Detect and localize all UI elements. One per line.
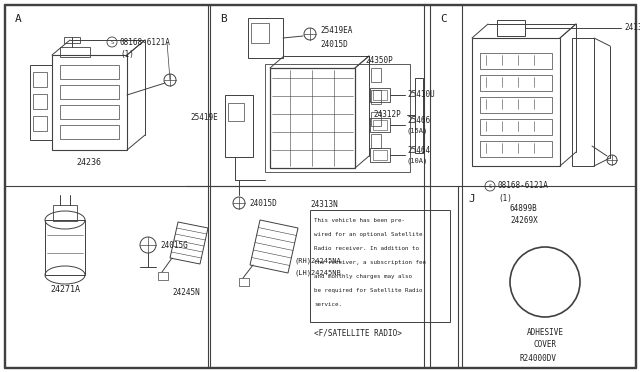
Bar [480, 53, 552, 69]
Text: wired for an optional Satellite: wired for an optional Satellite [314, 232, 422, 237]
Text: 24245N: 24245N [172, 288, 200, 297]
Text: Radio receiver. In addition to: Radio receiver. In addition to [314, 246, 419, 251]
Bar [33, 94, 47, 109]
Text: 25464: 25464 [407, 146, 430, 155]
Text: 25466: 25466 [407, 116, 430, 125]
Text: C: C [440, 14, 447, 24]
Bar [370, 88, 390, 102]
Text: 24313N: 24313N [310, 200, 338, 209]
Bar [60, 105, 119, 119]
Bar [158, 272, 168, 280]
Text: 24269X: 24269X [510, 216, 538, 225]
Bar [64, 37, 80, 43]
Text: (1): (1) [120, 50, 134, 59]
Text: service.: service. [314, 302, 342, 307]
Text: 24136D: 24136D [624, 23, 640, 32]
Text: 24236: 24236 [77, 158, 102, 167]
Text: 08168-6121A: 08168-6121A [498, 181, 549, 190]
Text: (RH)24245NA: (RH)24245NA [295, 258, 342, 264]
Text: J: J [468, 194, 475, 204]
Text: (1): (1) [498, 194, 512, 203]
Bar [480, 97, 552, 113]
Text: 24312P: 24312P [373, 110, 401, 119]
Bar [33, 116, 47, 131]
Bar [225, 95, 253, 157]
Bar [251, 23, 269, 43]
Bar [310, 210, 450, 322]
Bar [228, 103, 244, 121]
Bar [52, 55, 127, 150]
Bar [60, 125, 119, 139]
Text: This vehicle has been pre-: This vehicle has been pre- [314, 218, 405, 223]
Bar [472, 38, 560, 166]
Bar [480, 119, 552, 135]
Bar [480, 141, 552, 157]
Text: 25410U: 25410U [407, 90, 435, 99]
Text: 24271A: 24271A [50, 285, 80, 294]
Text: R24000DV: R24000DV [520, 354, 557, 363]
Text: 24015D: 24015D [320, 40, 348, 49]
Bar [60, 47, 90, 57]
Text: 25419EA: 25419EA [320, 26, 353, 35]
Bar [270, 68, 355, 168]
Text: (LH)24245NB: (LH)24245NB [295, 270, 342, 276]
Text: 24015G: 24015G [160, 241, 188, 250]
Text: ADHESIVE: ADHESIVE [527, 328, 563, 337]
Bar [371, 90, 381, 104]
Text: (15A): (15A) [407, 128, 428, 135]
Bar [572, 38, 594, 166]
Text: 24015D: 24015D [249, 199, 276, 208]
Bar [371, 134, 381, 148]
Text: the receiver, a subscription fee: the receiver, a subscription fee [314, 260, 426, 265]
Text: S: S [488, 183, 492, 189]
Text: 25419E: 25419E [190, 113, 218, 122]
Text: be required for Satellite Radio: be required for Satellite Radio [314, 288, 422, 293]
Bar [373, 90, 387, 100]
Text: <F/SATELLITE RADIO>: <F/SATELLITE RADIO> [314, 328, 402, 337]
Bar [239, 278, 249, 286]
Bar [497, 20, 525, 36]
Text: B: B [220, 14, 227, 24]
Bar [373, 120, 387, 130]
Bar [371, 68, 381, 82]
Text: 24350P: 24350P [365, 56, 393, 65]
Bar [33, 72, 47, 87]
Bar [30, 65, 52, 140]
Text: S: S [110, 39, 114, 45]
Bar [480, 75, 552, 91]
Text: and monthly charges may also: and monthly charges may also [314, 274, 412, 279]
Text: COVER: COVER [533, 340, 557, 349]
Bar [370, 148, 390, 162]
Text: A: A [15, 14, 22, 24]
Text: 08168-6121A: 08168-6121A [120, 38, 171, 47]
Text: 64899B: 64899B [510, 204, 538, 213]
Bar [370, 118, 390, 132]
Bar [373, 150, 387, 160]
Bar [415, 78, 423, 153]
Bar [248, 18, 283, 58]
Bar [60, 85, 119, 99]
Bar [60, 65, 119, 79]
Text: (10A): (10A) [407, 158, 428, 164]
Bar [265, 64, 410, 172]
Bar [371, 112, 381, 126]
Bar [53, 205, 77, 221]
Bar [45, 220, 85, 275]
